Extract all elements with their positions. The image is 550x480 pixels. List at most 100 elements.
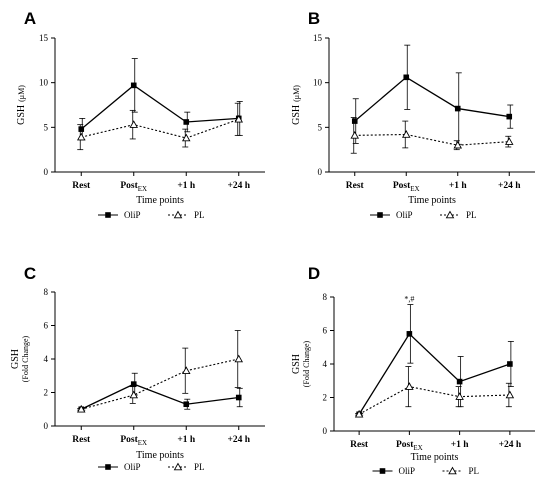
- legend-label: OliP: [399, 466, 416, 476]
- series-line: [358, 332, 511, 415]
- x-tick-label-main: +24 h: [499, 440, 522, 450]
- series-olip: [78, 372, 243, 413]
- data-point-square: [406, 331, 413, 337]
- x-tick-label: +1 h: [177, 181, 196, 191]
- series-line: [354, 133, 510, 146]
- panel-letter: B: [308, 9, 320, 28]
- data-point-triangle: [181, 366, 191, 374]
- series-pl: [354, 366, 515, 418]
- chart-panel-b: B 0 5 10 15 Rest PostEX +1 h +24 h Time points GSH…: [291, 9, 535, 220]
- legend-label: OliP: [396, 210, 413, 220]
- x-tick-label-main: +24 h: [498, 181, 521, 191]
- data-point-square: [454, 105, 461, 112]
- x-tick-label-main: +24 h: [227, 435, 250, 445]
- x-tick-label-main: Post: [396, 440, 414, 450]
- data-point-triangle: [76, 404, 86, 413]
- y-axis-title-main: GSH: [291, 354, 302, 374]
- x-tick-label: +1 h: [449, 181, 468, 191]
- y-tick-label: 0: [318, 167, 323, 177]
- y-tick-label: 4: [44, 354, 49, 364]
- series-line: [81, 358, 239, 410]
- data-point-triangle: [453, 140, 463, 149]
- data-point-square: [403, 74, 410, 81]
- significance-annotation: *,#: [404, 295, 414, 304]
- data-point-triangle: [129, 390, 139, 399]
- y-axis-title-unit: (Fold Change): [302, 340, 311, 387]
- data-point-triangle: [401, 130, 411, 138]
- y-tick-label: 2: [44, 388, 49, 398]
- x-tick-label-main: Post: [120, 435, 138, 445]
- x-tick-label-main: +24 h: [227, 181, 250, 191]
- series-olip: [356, 304, 514, 418]
- series-line: [80, 383, 239, 410]
- chart-panel-a: A 0 5 10 15 Rest PostEX +1 h +24 h Time points GSH…: [16, 9, 265, 220]
- series-pl: [76, 102, 244, 151]
- x-tick-label: +24 h: [227, 435, 250, 445]
- legend-label: PL: [194, 210, 205, 220]
- data-point-triangle: [76, 132, 86, 141]
- data-point-square: [130, 381, 137, 387]
- chart-panel-c: C 0 2 4 6 8 Rest PostEX +1 h +24 h Time points GSH(…: [10, 264, 265, 472]
- data-point-square: [506, 113, 513, 120]
- panel-letter: C: [24, 264, 36, 283]
- y-tick-label: 5: [318, 122, 323, 132]
- chart-panel-d: D 0 2 4 6 8 Rest PostEX +1 h +24 h Time points GSH(…: [291, 264, 535, 476]
- y-axis-title-unit: (Fold Change): [21, 335, 30, 382]
- y-tick-label: 0: [323, 426, 328, 436]
- series-olip: [78, 58, 243, 141]
- x-tick-label-subscript: EX: [138, 439, 147, 447]
- y-tick-label: 0: [44, 421, 49, 431]
- data-point-triangle: [455, 392, 464, 400]
- series-line: [81, 118, 239, 139]
- data-point-triangle: [354, 409, 364, 418]
- legend-marker-square: [105, 464, 111, 470]
- x-tick-label-subscript: EX: [413, 444, 422, 452]
- x-tick-label: Rest: [350, 440, 369, 450]
- legend: OliP PL: [370, 210, 477, 220]
- x-tick-label: Rest: [72, 435, 91, 445]
- legend: OliP PL: [98, 462, 205, 472]
- y-axis-title-main: GSH: [10, 349, 21, 369]
- y-tick-label: 0: [44, 167, 49, 177]
- x-tick-label: +24 h: [227, 181, 250, 191]
- legend-marker-triangle: [173, 210, 183, 219]
- x-tick-label-subscript: EX: [138, 185, 147, 193]
- legend-marker-triangle: [173, 462, 183, 471]
- x-tick-label-subscript: EX: [410, 185, 419, 193]
- data-point-triangle: [181, 133, 191, 142]
- x-tick-label: PostEX: [393, 181, 420, 193]
- data-point-square: [78, 126, 85, 132]
- data-point-triangle: [505, 390, 515, 399]
- x-tick-label: +1 h: [451, 440, 470, 450]
- legend-label: PL: [469, 466, 480, 476]
- x-tick-label-main: Rest: [346, 181, 365, 191]
- legend-marker-square: [379, 468, 386, 474]
- y-axis-title: GSH(Fold Change): [291, 340, 311, 387]
- data-point-square: [130, 82, 137, 89]
- series-pl: [76, 330, 244, 413]
- legend-label: OliP: [124, 462, 141, 472]
- data-point-triangle: [234, 354, 244, 363]
- y-tick-label: 15: [39, 33, 49, 43]
- x-tick-label: Rest: [346, 181, 365, 191]
- x-tick-label-main: +1 h: [177, 181, 196, 191]
- x-axis-title: Time points: [136, 195, 184, 206]
- panel-letter: A: [24, 9, 36, 28]
- y-tick-label: 2: [323, 393, 328, 403]
- data-point-square: [183, 401, 190, 408]
- x-tick-label-main: Rest: [350, 440, 369, 450]
- y-tick-label: 4: [323, 359, 328, 369]
- x-tick-label: PostEX: [396, 440, 423, 452]
- legend-marker-square: [377, 212, 383, 218]
- legend-marker-triangle: [445, 210, 455, 219]
- y-axis-title-unit: (μM): [292, 85, 301, 102]
- series-pl: [350, 117, 514, 154]
- data-point-square: [507, 361, 513, 367]
- x-tick-label-main: Post: [393, 181, 411, 191]
- y-axis-title-unit: (μM): [17, 85, 26, 102]
- legend-label: PL: [466, 210, 477, 220]
- x-tick-label: Rest: [72, 181, 91, 191]
- legend-label: PL: [194, 462, 205, 472]
- y-tick-label: 10: [39, 78, 49, 88]
- legend-marker-square: [105, 212, 111, 218]
